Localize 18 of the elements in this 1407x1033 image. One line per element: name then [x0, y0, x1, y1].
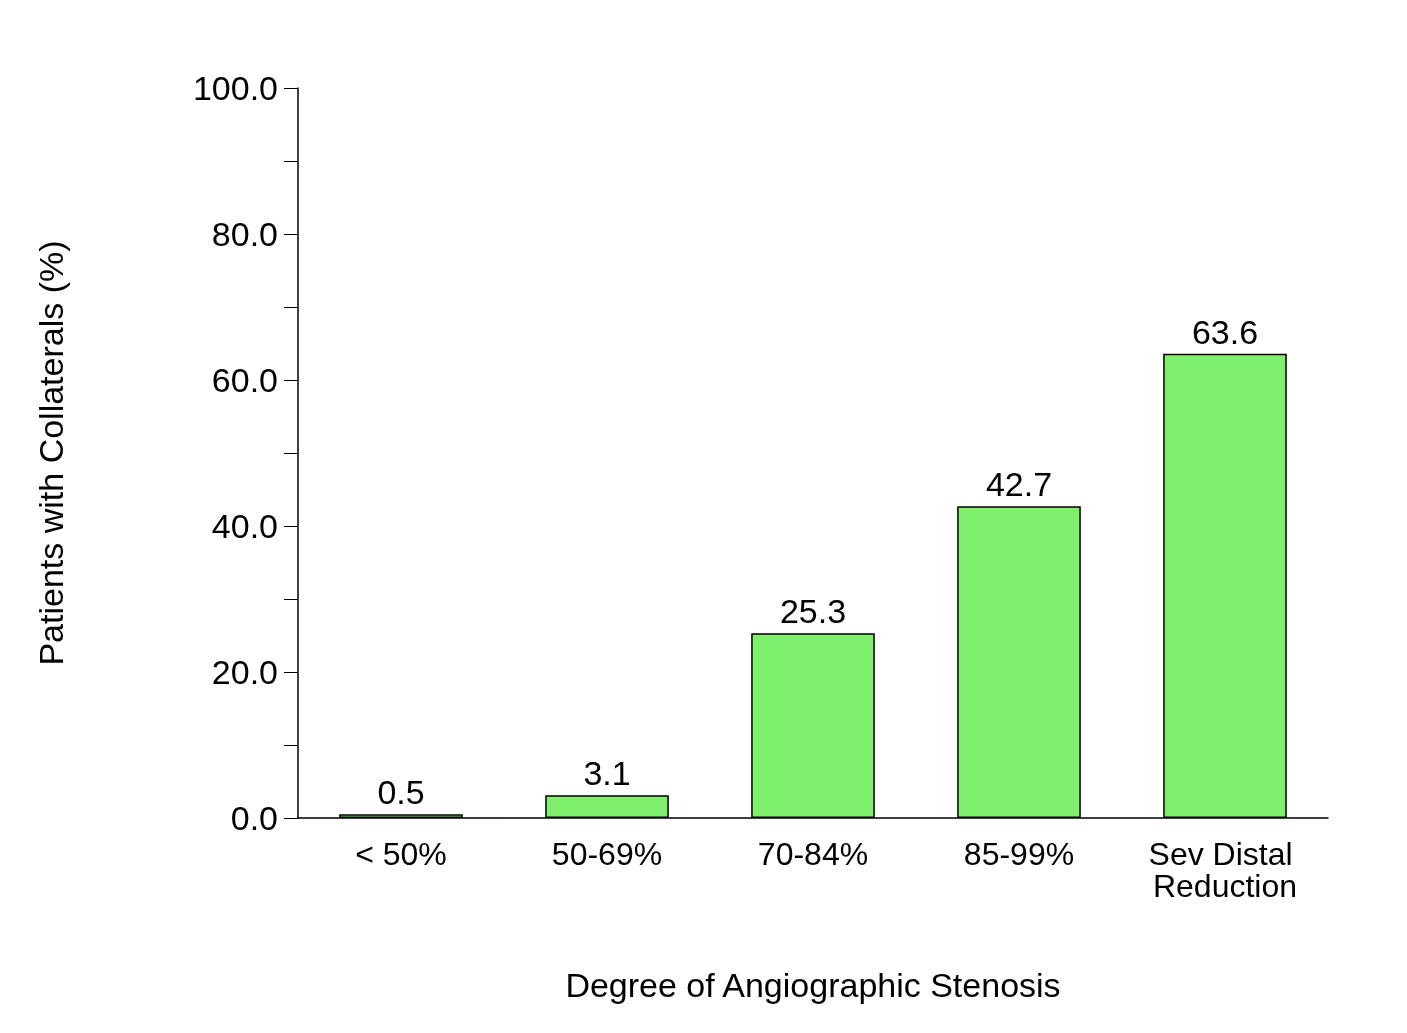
- x-tick-label: 50-69%: [551, 836, 663, 872]
- data-label: 3.1: [583, 754, 631, 793]
- x-tick-label: < 50%: [355, 836, 447, 872]
- x-tick-label: 70-84%: [757, 836, 869, 872]
- y-tick-label: 0.0: [230, 799, 278, 837]
- y-tick-label: 20.0: [211, 653, 278, 691]
- y-tick-label: 60.0: [211, 361, 278, 399]
- y-tick-label: 40.0: [211, 507, 278, 545]
- x-tick-label: Sev Distal Reduction: [1148, 836, 1302, 904]
- x-axis-title: Degree of Angiographic Stenosis: [565, 966, 1061, 1004]
- data-label: 0.5: [377, 773, 425, 812]
- data-label: 25.3: [779, 592, 847, 631]
- y-tick-label: 80.0: [211, 215, 278, 253]
- y-tick-label: 100.0: [192, 69, 278, 107]
- y-axis-title: Patients with Collaterals (%): [32, 240, 70, 666]
- x-tick-label: 85-99%: [963, 836, 1075, 872]
- data-label: 42.7: [985, 465, 1053, 504]
- data-label: 63.6: [1191, 312, 1259, 351]
